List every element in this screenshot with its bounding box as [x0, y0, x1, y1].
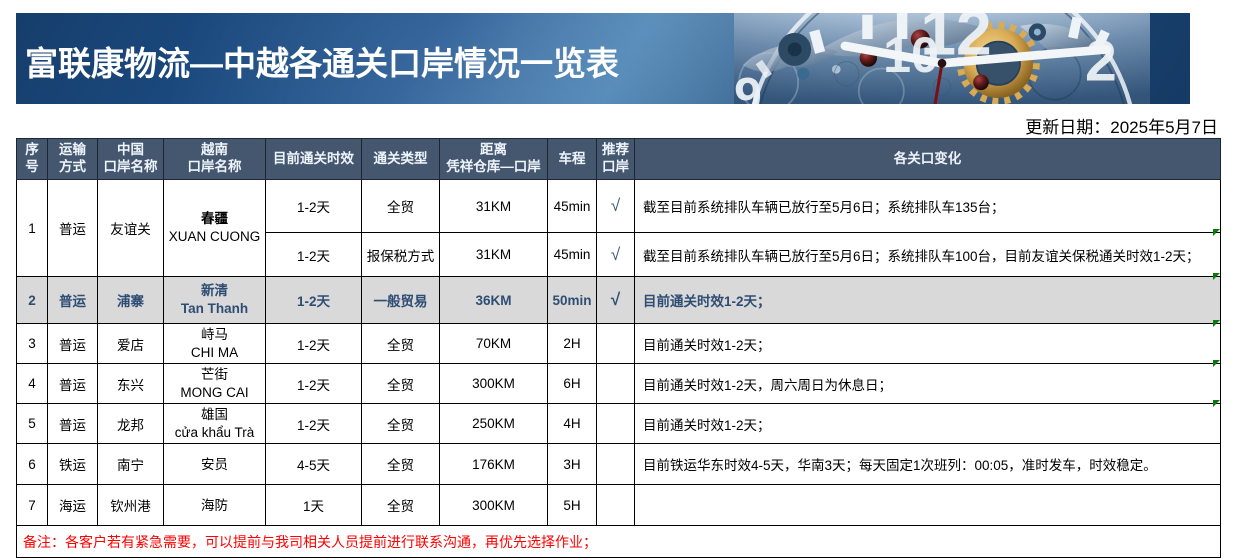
svg-text:2: 2 [1085, 30, 1117, 94]
svg-text:9: 9 [734, 68, 762, 104]
